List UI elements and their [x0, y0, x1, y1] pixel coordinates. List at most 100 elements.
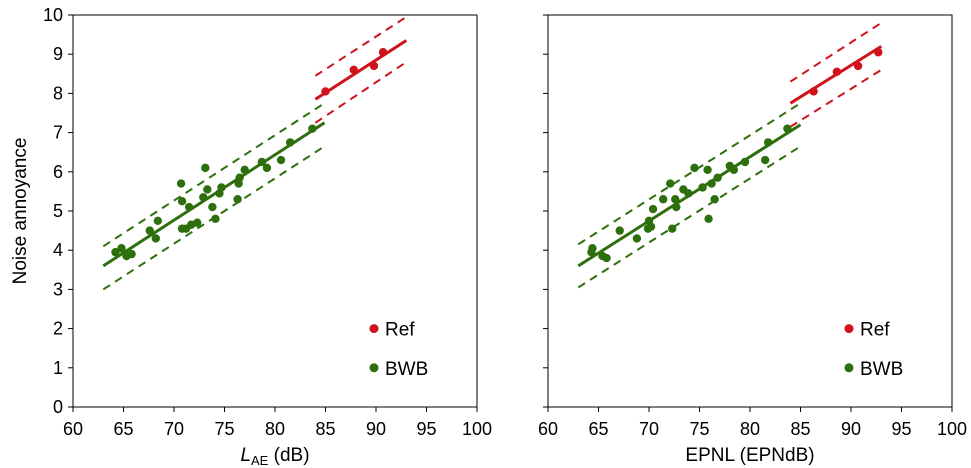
bwb-point — [117, 244, 126, 253]
bwb-point — [176, 179, 186, 188]
bwb-point — [211, 214, 220, 224]
y-tick-label: 6 — [53, 162, 63, 182]
x-tick-label: 75 — [214, 419, 234, 439]
x-tick-label: 75 — [689, 419, 709, 439]
ref-point — [832, 67, 842, 77]
legend-marker-ref — [844, 324, 854, 334]
y-axis-title: Noise annoyance — [10, 138, 31, 285]
x-tick-label: 90 — [841, 419, 861, 439]
ref-point — [853, 61, 863, 71]
bwb-point — [151, 234, 161, 243]
bwb-point — [240, 165, 249, 175]
chart-panel-epnl: 60 65 70 75 80 85 90 95 100 EPNL (EPNdB) Ref BWB — [538, 14, 967, 466]
ref-point — [349, 65, 358, 75]
bwb-point — [262, 163, 272, 173]
bwb-point — [588, 244, 597, 253]
x-axis-title-symbol: L — [240, 445, 251, 466]
bwb-point — [671, 195, 680, 204]
bwb-point — [308, 124, 317, 133]
x-axis-title: LAE (dB) — [240, 445, 309, 468]
bwb-lower-band — [577, 145, 802, 289]
bwb-point — [203, 185, 212, 194]
x-axis-title-subscript: AE — [251, 453, 269, 468]
bwb-point — [615, 226, 624, 235]
y-tick-label: 8 — [53, 83, 63, 103]
x-tick-label: 95 — [416, 419, 436, 439]
legend-marker-bwb — [369, 363, 379, 373]
bwb-point — [703, 165, 712, 175]
bwb-point — [285, 138, 295, 147]
x-axis-title-unit: (dB) — [268, 445, 309, 466]
bwb-point — [199, 193, 208, 202]
x-tick-label: 85 — [315, 419, 335, 439]
ref-lower-band — [789, 69, 882, 128]
bwb-point — [668, 224, 677, 233]
x-tick-label: 65 — [113, 419, 133, 439]
bwb-point — [658, 195, 668, 204]
ref-lower-band — [314, 61, 407, 124]
legend-label-bwb: BWB — [385, 359, 428, 380]
x-axis-title: EPNL (EPNdB) — [685, 445, 814, 466]
ref-upper-band — [789, 22, 882, 83]
y-tick-label: 1 — [53, 358, 63, 378]
bwb-point — [632, 234, 642, 243]
bwb-point — [153, 216, 163, 225]
bwb-point — [713, 173, 722, 182]
bwb-point — [127, 249, 136, 259]
bwb-point — [276, 155, 286, 165]
legend-label-ref: Ref — [385, 320, 415, 341]
bwb-point — [763, 138, 773, 147]
bwb-point — [235, 173, 244, 182]
bwb-point — [760, 155, 770, 165]
x-tick-label: 65 — [588, 419, 608, 439]
bwb-point — [704, 214, 713, 224]
x-tick-label: 85 — [790, 419, 810, 439]
x-tick-label: 60 — [538, 419, 558, 439]
bwb-point — [672, 202, 681, 212]
x-tick-label: 80 — [265, 419, 285, 439]
bwb-upper-band — [577, 102, 802, 246]
legend-label-bwb: BWB — [860, 359, 903, 380]
x-tick-label: 80 — [740, 419, 760, 439]
bwb-point — [729, 165, 739, 175]
bwb-point — [184, 202, 194, 212]
y-tick-label: 2 — [53, 319, 63, 339]
plot-frame — [72, 14, 478, 408]
bwb-point — [684, 189, 693, 198]
x-tick-label: 95 — [891, 419, 911, 439]
plot-frame — [547, 14, 953, 408]
bwb-point — [690, 163, 699, 173]
bwb-point — [257, 157, 267, 167]
x-tick-label: 90 — [366, 419, 386, 439]
x-tick-label: 70 — [164, 419, 184, 439]
chart-panel-lae: 60 65 70 75 80 85 90 95 100 0 1 2 3 4 5 6 7 8 9 10 LAE (dB) N… — [10, 5, 492, 468]
x-tick-label: 100 — [462, 419, 492, 439]
x-tick-label: 60 — [63, 419, 83, 439]
y-tick-label: 7 — [53, 123, 63, 143]
bwb-point — [193, 218, 202, 227]
bwb-fit-line — [102, 121, 326, 268]
ref-point — [809, 87, 818, 96]
bwb-point — [710, 195, 719, 204]
bwb-point — [666, 179, 675, 188]
x-tick-label: 100 — [937, 419, 967, 439]
bwb-point — [201, 163, 210, 173]
bwb-upper-band — [102, 102, 326, 248]
y-tick-label: 5 — [53, 201, 63, 221]
ref-upper-band — [314, 16, 407, 77]
x-tick-label: 70 — [639, 419, 659, 439]
ref-point — [321, 87, 330, 96]
bwb-point — [646, 222, 656, 231]
y-tick-label: 10 — [43, 5, 63, 25]
bwb-point — [707, 179, 716, 188]
bwb-point — [233, 195, 242, 204]
bwb-point — [111, 247, 120, 257]
legend-marker-bwb — [844, 363, 854, 373]
bwb-point — [740, 157, 750, 167]
y-tick-label: 3 — [53, 279, 63, 299]
bwb-point — [698, 183, 707, 192]
bwb-point — [208, 202, 217, 212]
ref-point — [378, 48, 388, 57]
y-tick-label: 4 — [53, 240, 63, 260]
